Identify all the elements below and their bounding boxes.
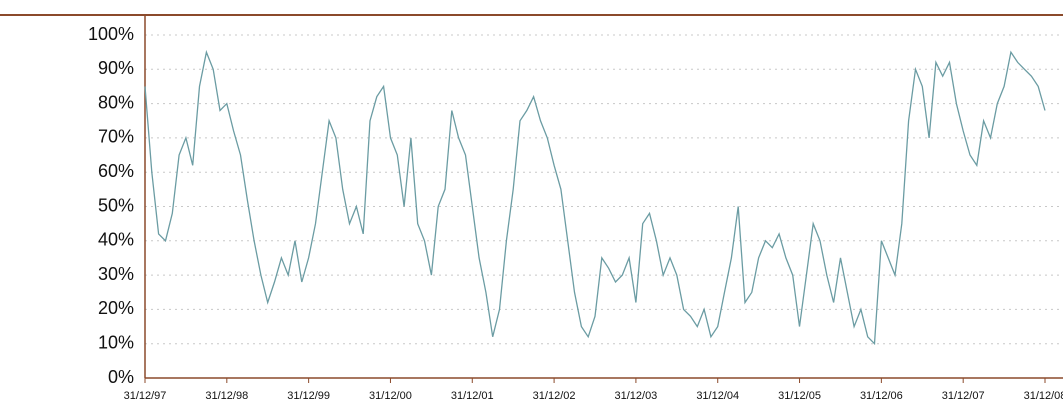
y-tick-label: 10% bbox=[98, 332, 134, 352]
x-tick-label: 31/12/05 bbox=[778, 390, 821, 402]
y-tick-label: 50% bbox=[98, 195, 134, 215]
x-tick-label: 31/12/02 bbox=[533, 390, 576, 402]
x-tick-label: 31/12/03 bbox=[614, 390, 657, 402]
x-tick-label: 31/12/08 bbox=[1024, 390, 1063, 402]
x-tick-label: 31/12/99 bbox=[287, 390, 330, 402]
y-tick-label: 90% bbox=[98, 58, 134, 78]
x-tick-label: 31/12/07 bbox=[942, 390, 985, 402]
x-tick-label: 31/12/06 bbox=[860, 390, 903, 402]
y-tick-label: 30% bbox=[98, 264, 134, 284]
x-tick-label: 31/12/98 bbox=[205, 390, 248, 402]
x-tick-label: 31/12/00 bbox=[369, 390, 412, 402]
y-tick-label: 20% bbox=[98, 298, 134, 318]
y-tick-label: 40% bbox=[98, 230, 134, 250]
x-tick-label: 31/12/97 bbox=[124, 390, 167, 402]
y-tick-label: 100% bbox=[88, 24, 134, 44]
x-tick-label: 31/12/04 bbox=[696, 390, 739, 402]
y-tick-label: 60% bbox=[98, 161, 134, 181]
x-tick-label: 31/12/01 bbox=[451, 390, 494, 402]
data-line bbox=[144, 49, 1046, 346]
y-tick-label: 80% bbox=[98, 92, 134, 112]
y-tick-label: 70% bbox=[98, 127, 134, 147]
y-tick-label: 0% bbox=[108, 367, 134, 387]
